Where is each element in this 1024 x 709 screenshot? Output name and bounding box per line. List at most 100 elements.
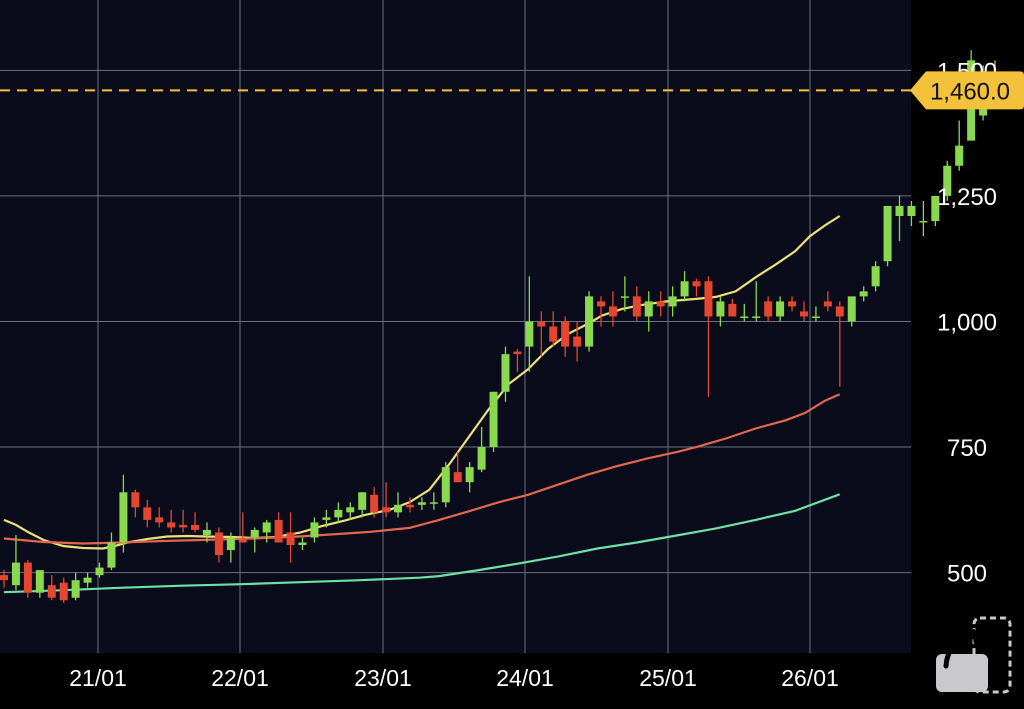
candle-body [465, 467, 474, 483]
candle-body [405, 504, 414, 508]
candle-down [835, 301, 844, 387]
candle-body [370, 494, 379, 513]
candle-body [322, 517, 331, 520]
candle-up [107, 532, 116, 571]
candle-down [59, 577, 68, 603]
candle-body [847, 296, 856, 322]
candle-body [907, 205, 916, 216]
candle-body [59, 582, 68, 601]
candle-body [776, 301, 785, 317]
candle-body [334, 509, 343, 518]
candle-body [680, 281, 689, 297]
candle-body [262, 522, 271, 533]
candle-down [274, 512, 283, 543]
candle-down [0, 570, 8, 588]
grid-lines [0, 0, 911, 653]
candle-body [382, 507, 391, 513]
candle-body [728, 303, 737, 317]
candle-up [620, 276, 629, 312]
candle-up [489, 391, 498, 453]
candle-body [214, 532, 223, 556]
candle-up [322, 509, 331, 528]
candle-down [23, 560, 32, 598]
candle-up [919, 200, 928, 237]
candle-body [931, 195, 940, 222]
price-tag-shape [910, 71, 1024, 110]
candle-body [310, 522, 319, 538]
candle-up [776, 296, 785, 322]
candle-down [692, 278, 701, 297]
candle-body [752, 316, 761, 318]
candle-down [238, 512, 247, 543]
rotate-screen-button[interactable] [934, 616, 1014, 696]
candle-body [346, 507, 355, 513]
candle-down [131, 489, 140, 518]
candle-body [632, 296, 641, 317]
candle-body [608, 306, 617, 317]
candle-body [513, 351, 522, 355]
candle-up [310, 517, 319, 543]
candle-body [943, 165, 952, 196]
candle-body [704, 281, 713, 317]
candle-down [286, 512, 295, 563]
candle-body [597, 301, 605, 307]
candle-body [167, 522, 176, 528]
price-tag-label: 1,460.0 [930, 78, 1010, 105]
y-tick-label: 1,000 [937, 309, 997, 336]
candle-up [298, 537, 307, 551]
candle-down [47, 575, 56, 601]
candle-body [131, 492, 140, 508]
candle-up [847, 296, 856, 327]
candle-down [405, 497, 414, 513]
candle-up [226, 532, 235, 563]
device-landscape-icon [936, 654, 988, 692]
candle-body [441, 467, 450, 503]
candle-up [417, 497, 426, 510]
plot-area [0, 0, 911, 653]
candle-up [334, 502, 343, 523]
candle-down [513, 349, 522, 372]
candle-body [895, 205, 904, 216]
candle-down [370, 487, 379, 518]
candle-down [656, 291, 665, 317]
rotate-arrowhead-icon [972, 628, 986, 646]
x-axis-labels: 21/01 22/01 23/01 24/01 25/01 26/01 [69, 665, 839, 691]
x-tick-label: 21/01 [69, 665, 127, 691]
candle-body [226, 537, 235, 551]
candle-down [179, 509, 188, 533]
candle-body [788, 301, 797, 307]
candle-body [859, 291, 868, 297]
candle-body [716, 301, 725, 317]
candle-up [95, 562, 104, 578]
candle-body [286, 532, 295, 546]
candle-body [764, 301, 773, 317]
candle-up [644, 291, 653, 332]
candle-body [573, 336, 582, 347]
candle-down [608, 291, 617, 327]
candle-down [143, 499, 152, 528]
candle-down [799, 301, 808, 322]
x-tick-label: 23/01 [354, 665, 412, 691]
candle-up [394, 492, 403, 518]
y-tick-label: 500 [947, 561, 987, 588]
candle-body [155, 517, 164, 523]
candle-up [477, 426, 486, 473]
candle-up [346, 502, 355, 520]
candle-down [764, 296, 773, 322]
candle-down [537, 311, 546, 357]
candle-down [573, 321, 582, 362]
candle-body [477, 447, 486, 470]
candle-down [597, 296, 605, 327]
candle-body [298, 542, 307, 546]
candle-down [561, 316, 570, 357]
candle-body [417, 502, 426, 505]
candle-body [238, 539, 247, 543]
candle-up [202, 522, 211, 543]
y-tick-label: 750 [947, 435, 987, 462]
candle-up [525, 276, 534, 372]
candle-up [859, 286, 868, 302]
candle-down [155, 507, 164, 528]
candle-up [740, 303, 749, 322]
